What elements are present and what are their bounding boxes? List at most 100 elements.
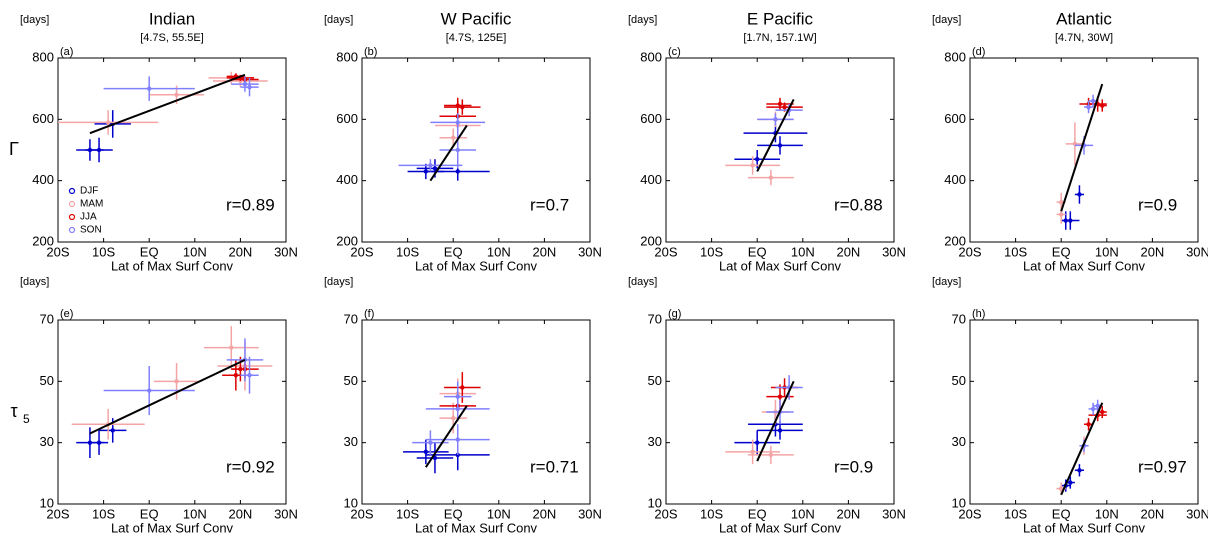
point [777, 394, 783, 399]
y-tick-label: 70 [40, 311, 54, 326]
annotation: r=0.71 [530, 457, 579, 476]
x-tick-label: 10N [1095, 506, 1119, 521]
y-tick-label: 400 [336, 172, 358, 187]
annotation: r=0.89 [226, 195, 275, 214]
x-axis-label: Lat of Max Surf Conv [1023, 520, 1146, 533]
axes-frame [361, 319, 591, 505]
point [147, 86, 152, 91]
point [755, 440, 760, 445]
axes-frame [361, 57, 591, 243]
y-units: [days] [20, 276, 49, 288]
legend-marker [68, 187, 76, 195]
point [455, 437, 460, 442]
panel-label: (c) [668, 46, 681, 58]
point [768, 175, 774, 180]
y-tick-label: 50 [344, 373, 358, 388]
point [782, 104, 787, 110]
fit-line [89, 73, 246, 135]
panel-title: E Pacific [747, 9, 814, 28]
point [233, 373, 239, 378]
x-tick-label: 30N [578, 244, 602, 259]
y-tick-label: 30 [40, 434, 54, 449]
legend-marker [68, 213, 76, 221]
panel-title: W Pacific [441, 9, 512, 28]
x-tick-label: 20S [350, 506, 373, 521]
fit-line [1060, 83, 1104, 212]
y-units: [days] [932, 14, 961, 26]
point [1100, 409, 1105, 415]
x-tick-label: 20S [958, 244, 981, 259]
x-tick-label: 20S [350, 244, 373, 259]
y-tick-label: 30 [648, 434, 662, 449]
y-tick-label: 30 [952, 434, 966, 449]
x-tick-label: EQ [140, 506, 159, 521]
point [147, 388, 152, 393]
annotation: r=0.7 [530, 195, 569, 214]
point [777, 143, 783, 148]
x-tick-label: 30N [1186, 506, 1208, 521]
x-tick-label: 20S [958, 506, 981, 521]
y-tick-label: 50 [40, 373, 54, 388]
point [96, 440, 102, 445]
fit-line [429, 124, 468, 182]
point [768, 452, 774, 458]
y-axis-label: τ [10, 401, 17, 421]
x-tick-label: 10S [92, 506, 115, 521]
y-tick-label: 10 [344, 495, 358, 510]
y-tick-label: 400 [944, 172, 966, 187]
y-tick-label: 50 [648, 373, 662, 388]
x-tick-label: 10N [791, 244, 815, 259]
x-axis-label: Lat of Max Surf Conv [415, 520, 538, 533]
x-tick-label: 30N [1186, 244, 1208, 259]
panel-subtitle: [1.7N, 157.1W] [743, 32, 816, 44]
x-tick-label: 10N [183, 244, 207, 259]
y-tick-label: 400 [640, 172, 662, 187]
fit-line [89, 358, 246, 435]
point [755, 157, 760, 162]
legend-marker [68, 226, 76, 234]
y-tick-label: 400 [32, 172, 54, 187]
y-tick-label: 200 [944, 233, 966, 248]
axes-frame [969, 319, 1199, 505]
y-axis-label: Γ [9, 139, 19, 159]
y-tick-label: 800 [32, 49, 54, 64]
y-units: [days] [324, 276, 353, 288]
point [247, 84, 252, 90]
point [1077, 192, 1082, 197]
x-tick-label: 20N [836, 244, 860, 259]
panel-label: (h) [972, 308, 985, 320]
annotation: r=0.9 [834, 457, 873, 476]
point [428, 440, 433, 445]
point [1077, 468, 1082, 473]
point [451, 135, 456, 140]
point [455, 120, 460, 125]
point [455, 147, 460, 153]
x-axis-label: Lat of Max Surf Conv [111, 520, 234, 533]
y-tick-label: 70 [952, 311, 966, 326]
point [96, 147, 102, 153]
x-tick-label: 20N [532, 244, 556, 259]
axes-frame [969, 57, 1199, 243]
y-tick-label: 70 [344, 311, 358, 326]
point [1086, 104, 1091, 110]
x-tick-label: 10S [396, 244, 419, 259]
panel-label: (a) [60, 46, 73, 58]
panel-label: (d) [972, 46, 985, 58]
x-tick-label: EQ [140, 244, 159, 259]
point [777, 428, 783, 433]
legend-label: DJF [80, 186, 98, 197]
point [242, 81, 248, 87]
y-tick-label: 10 [648, 495, 662, 510]
x-tick-label: 20S [46, 244, 69, 259]
x-axis-label: Lat of Max Surf Conv [415, 258, 538, 273]
point [750, 163, 755, 168]
y-tick-label: 800 [640, 49, 662, 64]
y-tick-label: 30 [344, 434, 358, 449]
point [451, 415, 456, 421]
y-units: [days] [628, 14, 657, 26]
fit-line [756, 380, 795, 462]
x-tick-label: 20N [228, 244, 252, 259]
x-tick-label: 20N [532, 506, 556, 521]
x-tick-label: 30N [882, 244, 906, 259]
point [428, 163, 433, 168]
